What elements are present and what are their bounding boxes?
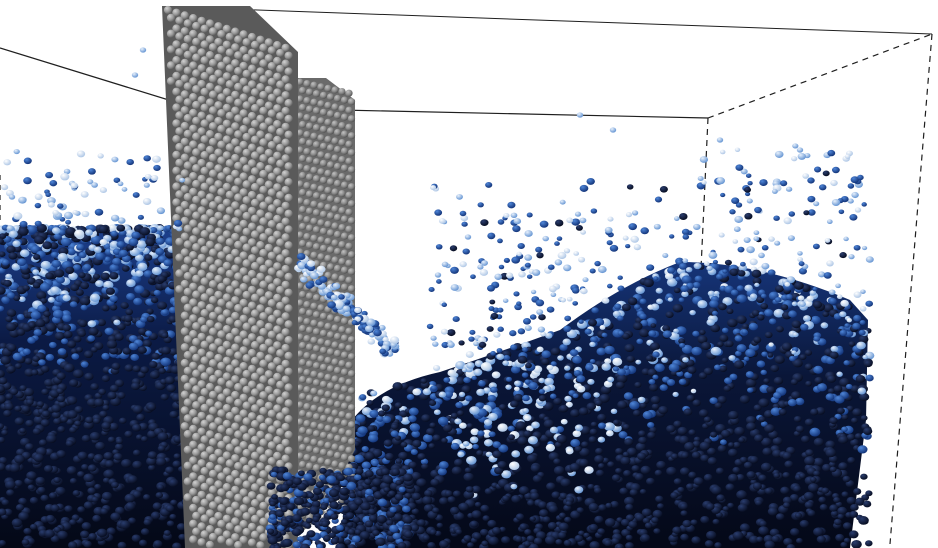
fluid-bulk-left bbox=[0, 223, 196, 548]
sphere-wall-rear bbox=[296, 78, 356, 535]
sphere-wall-front bbox=[162, 5, 298, 548]
fluid-particles-foreground bbox=[265, 466, 415, 548]
domain-wireframe-box bbox=[0, 7, 933, 545]
fluid-spray-particles bbox=[1, 47, 874, 404]
